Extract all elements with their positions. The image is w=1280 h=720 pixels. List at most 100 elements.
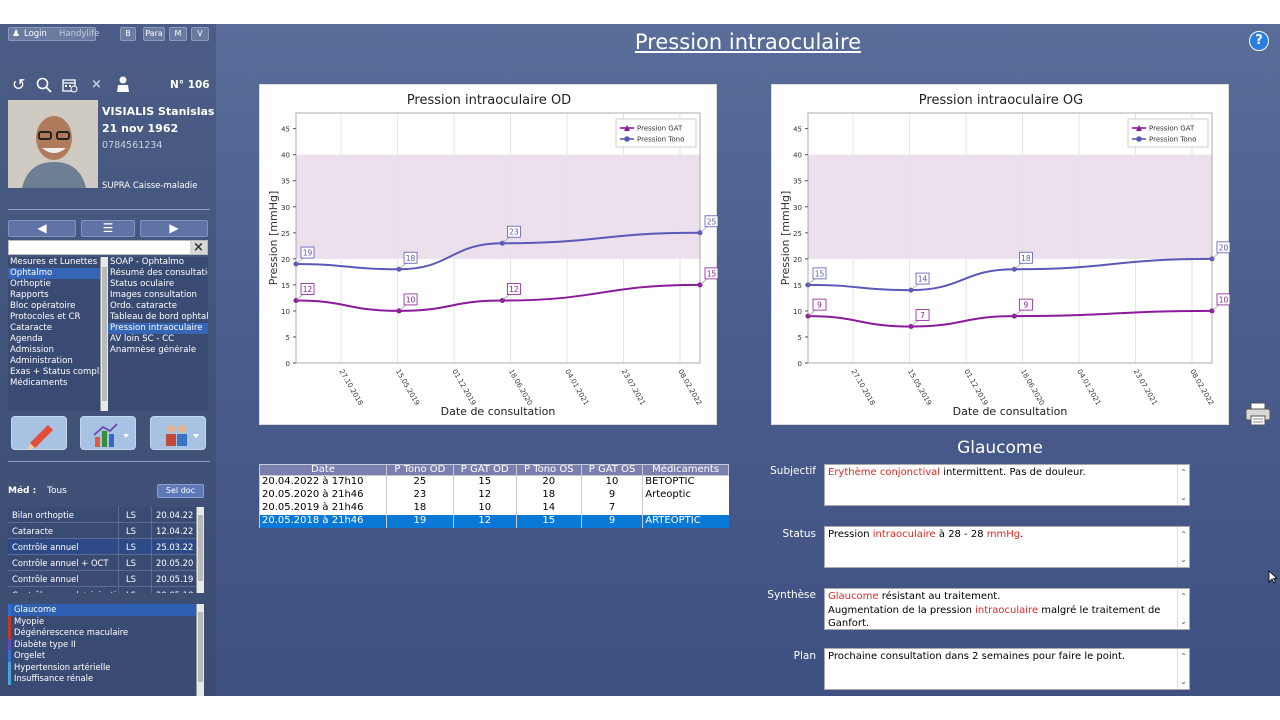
mouse-cursor-icon xyxy=(1268,570,1278,584)
header-btn-m[interactable]: M xyxy=(169,27,187,41)
search-icon[interactable] xyxy=(36,77,52,93)
diagnosis-item[interactable]: Glaucome xyxy=(8,604,196,616)
history-row[interactable]: Contrôle annuel LS 20.05.19 xyxy=(8,571,196,587)
table-row[interactable]: 20.05.2018 à 21h46 19 12 15 9 ARTEOPTIC xyxy=(259,514,729,528)
edit-button[interactable] xyxy=(11,416,67,450)
diagnosis-color xyxy=(8,627,11,639)
med-filter-value[interactable]: Tous xyxy=(47,486,67,496)
select-doc-button[interactable]: Sel doc xyxy=(157,484,204,498)
circle-marker-icon xyxy=(624,136,630,142)
diagnosis-item[interactable]: Orgelet xyxy=(8,650,196,662)
table-row[interactable]: 20.05.2020 à 21h46 23 12 18 9 Arteoptic xyxy=(259,488,729,502)
field-scrollbar[interactable]: ⌃ ⌄ xyxy=(1177,527,1189,567)
plot-area xyxy=(295,112,701,364)
table-column-header[interactable]: Date xyxy=(259,464,387,476)
diagnosis-item[interactable]: Myopie xyxy=(8,615,196,627)
menu-left-item[interactable]: Exas + Status compl. xyxy=(10,367,100,377)
menu-right-item[interactable]: Pression intraoculaire xyxy=(108,323,208,334)
diagnosis-scrollbar[interactable] xyxy=(196,604,204,696)
header-btn-para[interactable]: Para xyxy=(143,27,165,41)
menu-right-item[interactable]: Ordo. cataracte xyxy=(110,301,177,311)
history-row[interactable]: Contrôle annuel + OCT LS 20.05.20 xyxy=(8,555,196,571)
subjectif-field[interactable]: Erythème conjonctival intermittent. Pas … xyxy=(824,464,1190,506)
menu-right-item[interactable]: Anamnèse générale xyxy=(110,345,197,355)
menu-left-item[interactable]: Ophtalmo xyxy=(8,268,100,279)
data-label-box xyxy=(812,298,827,311)
login-bar[interactable]: ♟ Login Handylife xyxy=(8,27,99,41)
chart-legend: Pression GAT Pression Tono xyxy=(615,118,697,148)
menu-right-item[interactable]: AV loin SC - CC xyxy=(110,334,175,344)
synthese-field[interactable]: Glaucome résistant au traitement. Augment… xyxy=(824,588,1190,630)
clear-icon[interactable]: × xyxy=(190,241,207,254)
diagnosis-item[interactable]: Insuffisance rénale xyxy=(8,673,196,685)
diagnosis-color xyxy=(8,673,11,685)
diagnosis-item[interactable]: Diabète type II xyxy=(8,638,196,650)
field-scrollbar[interactable]: ⌃ ⌄ xyxy=(1177,465,1189,505)
header-btn-b[interactable]: B xyxy=(120,27,136,41)
history-row[interactable]: Bilan orthoptie LS 20.04.22 xyxy=(8,507,196,523)
menu-left-item[interactable]: Orthoptie xyxy=(10,279,51,289)
calendar-icon[interactable] xyxy=(62,77,78,93)
field-scrollbar[interactable]: ⌃ ⌄ xyxy=(1177,589,1189,629)
table-row[interactable]: 20.05.2019 à 21h46 18 10 14 7 xyxy=(259,501,729,515)
x-tick-label: 08.02.2022 xyxy=(1188,368,1215,407)
menu-left-item[interactable]: Rapports xyxy=(10,290,49,300)
header-btn-v[interactable]: V xyxy=(191,27,209,41)
menu-left-item[interactable]: Administration xyxy=(10,356,73,366)
search-input[interactable]: × xyxy=(8,240,208,255)
diagnosis-item[interactable]: Dégénérescence maculaire xyxy=(8,627,196,639)
history-row[interactable]: Contrôle annuel + injectio LS 20.05.18 xyxy=(8,587,196,593)
menu-left-item[interactable]: Mesures et Lunettes xyxy=(10,257,98,267)
history-row[interactable]: Cataracte LS 12.04.22 xyxy=(8,523,196,539)
history-scrollbar[interactable] xyxy=(196,507,204,593)
label-leader xyxy=(502,236,510,244)
pencil-icon xyxy=(28,425,53,450)
table-column-header[interactable]: P GAT OD xyxy=(452,464,517,476)
menu-right-item[interactable]: Images consultation xyxy=(110,290,197,300)
diagnosis-item[interactable]: Hypertension artérielle xyxy=(8,661,196,673)
status-field[interactable]: Pression intraoculaire à 28 - 28 mmHg. ⌃ ⌄ xyxy=(824,526,1190,568)
history-row[interactable]: Contrôle annuel LS 25.03.22 xyxy=(8,539,196,555)
label-leader xyxy=(398,263,407,270)
table-column-header[interactable]: P GAT OS xyxy=(580,464,644,476)
nav-menu-button[interactable]: ☰ xyxy=(81,220,135,237)
menu-right-item[interactable]: Tableau de bord ophtalmo xyxy=(110,312,208,322)
highlight-term: mmHg xyxy=(986,529,1021,540)
table-cell: BETOPTIC xyxy=(642,475,729,489)
table-column-header[interactable]: P Tono OS xyxy=(515,464,582,476)
table-cell: 10 xyxy=(580,475,643,489)
contacts-button[interactable] xyxy=(150,416,206,450)
nav-prev-button[interactable]: ◀ xyxy=(8,220,76,237)
history-icon[interactable]: ↺ xyxy=(12,75,26,94)
table-row[interactable]: 20.04.2022 à 17h10 25 15 20 10 BETOPTIC xyxy=(259,475,729,489)
field-scrollbar[interactable]: ⌃ ⌄ xyxy=(1177,649,1189,689)
nav-next-button[interactable]: ▶ xyxy=(140,220,208,237)
menu-left-item[interactable]: Admission xyxy=(10,345,54,355)
history-name: Contrôle annuel xyxy=(12,542,79,552)
plan-field[interactable]: Prochaine consultation dans 2 semaines p… xyxy=(824,648,1190,690)
chart-button[interactable] xyxy=(80,416,136,450)
label-leader xyxy=(1014,263,1022,270)
help-icon[interactable]: ? xyxy=(1249,31,1269,51)
table-cell: 19 xyxy=(386,514,454,528)
menu-right-item[interactable]: Résumé des consultations xyxy=(110,268,208,278)
table-column-header[interactable]: P Tono OD xyxy=(386,464,454,476)
menu-left-item[interactable]: Médicaments xyxy=(10,378,68,388)
menu-right-item[interactable]: SOAP - Ophtalmo xyxy=(110,257,185,267)
menu-left-item[interactable]: Agenda xyxy=(10,334,43,344)
menu-left-scrollbar[interactable] xyxy=(100,257,108,411)
close-icon[interactable]: × xyxy=(91,77,102,92)
menu-right-item[interactable]: Status oculaire xyxy=(110,279,175,289)
table-column-header[interactable]: Médicaments xyxy=(642,464,729,476)
y-tick-label: 35 xyxy=(281,178,290,186)
print-icon[interactable] xyxy=(1245,401,1271,427)
user-icon: ♟ xyxy=(12,29,21,39)
doctor-icon[interactable] xyxy=(116,76,130,93)
menu-left-item[interactable]: Protocoles et CR xyxy=(10,312,81,322)
label-leader xyxy=(1211,252,1220,260)
menu-left-item[interactable]: Bloc opératoire xyxy=(10,301,76,311)
avatar xyxy=(8,100,98,188)
menu-left-item[interactable]: Cataracte xyxy=(10,323,53,333)
x-tick-label: 04.01.2021 xyxy=(563,368,590,407)
table-cell xyxy=(642,501,729,515)
